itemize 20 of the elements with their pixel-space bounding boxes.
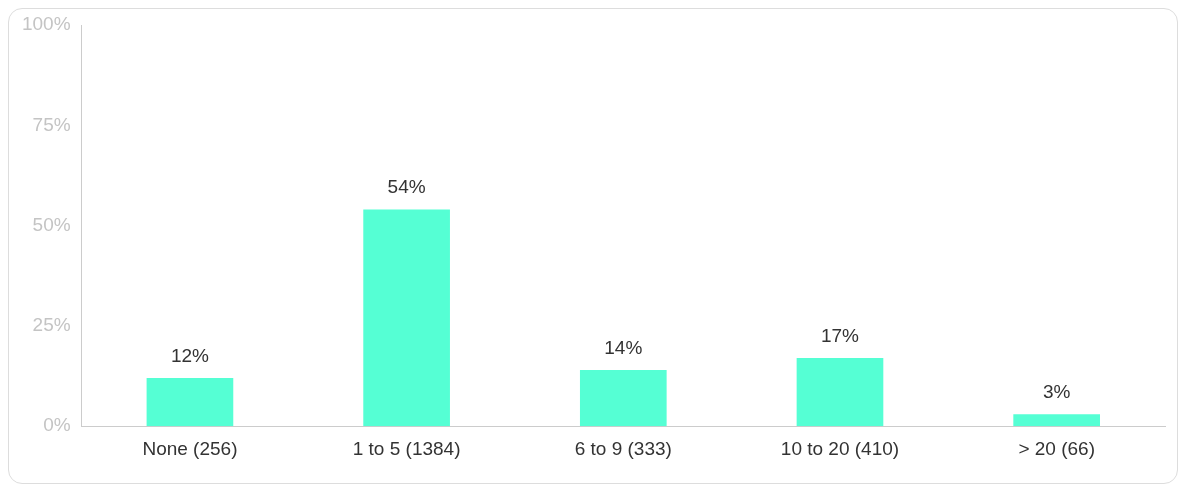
- bar: [363, 209, 450, 427]
- data-label: 54%: [387, 176, 426, 198]
- bar: [579, 370, 667, 427]
- y-tick-label: 0%: [43, 414, 71, 436]
- x-tick-label: 1 to 5 (1384): [352, 437, 461, 459]
- y-tick-label: 25%: [32, 314, 71, 336]
- y-tick-label: 50%: [32, 213, 71, 235]
- y-tick-label: 100%: [21, 13, 71, 35]
- data-label: 12%: [170, 344, 210, 366]
- data-label: 17%: [820, 324, 860, 346]
- bar: [146, 378, 234, 427]
- x-tick-label: 6 to 9 (333): [574, 437, 672, 459]
- data-label: 3%: [1042, 380, 1071, 402]
- bar: [1013, 414, 1100, 427]
- x-tick-label: None (256): [142, 437, 238, 459]
- x-tick-label: 10 to 20 (410): [780, 437, 900, 459]
- y-tick-label: 75%: [32, 113, 71, 135]
- data-label: 14%: [604, 336, 643, 358]
- x-tick-label: > 20 (66): [1018, 437, 1095, 459]
- bar: [796, 358, 884, 427]
